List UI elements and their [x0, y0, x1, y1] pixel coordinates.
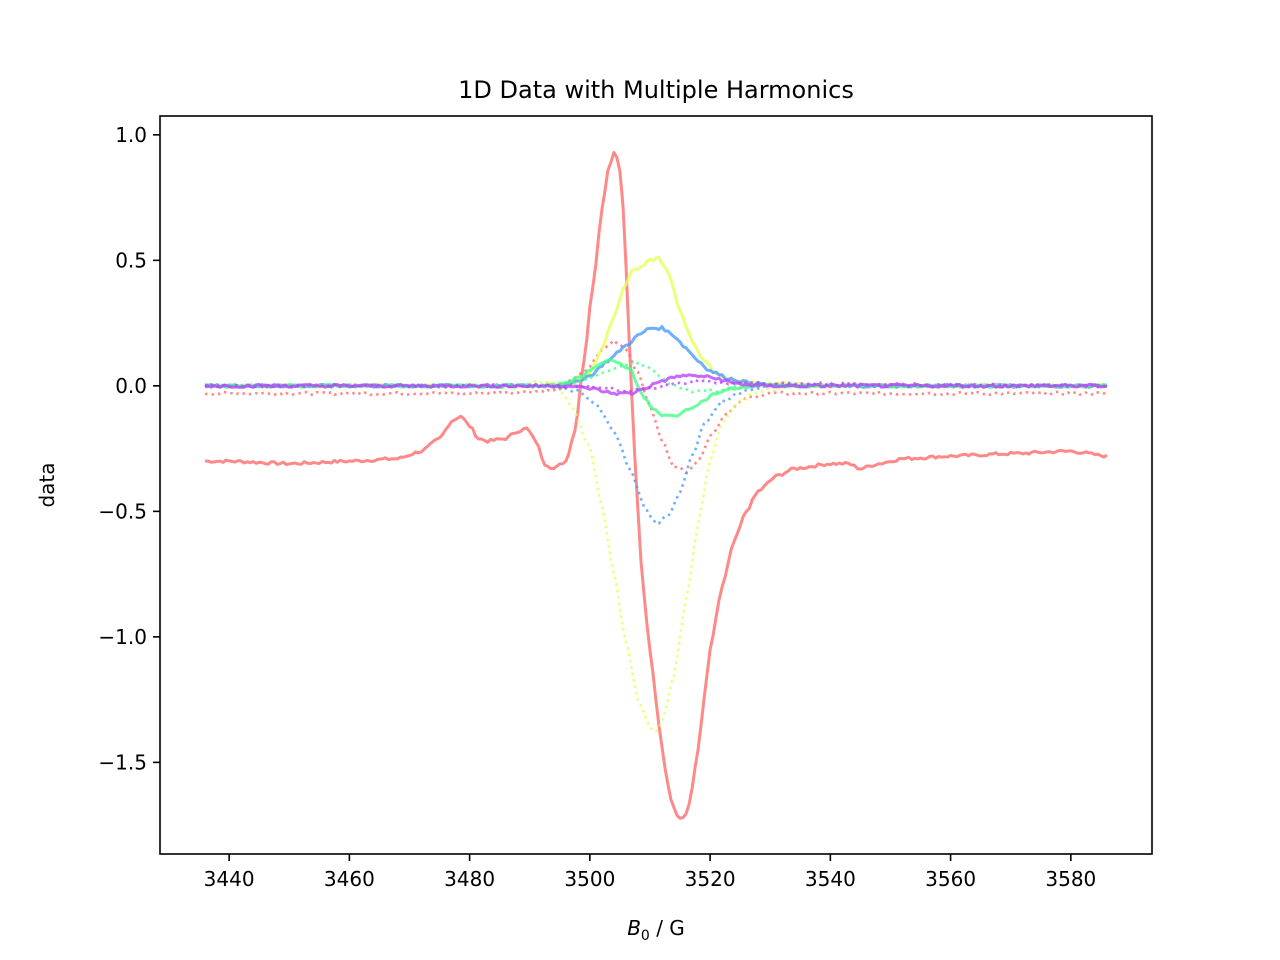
- x-tick-label: 3500: [564, 867, 615, 891]
- y-axis: 1.0 0.5 0.0 −0.5 −1.0 −1.5: [98, 123, 160, 774]
- x-tick-label: 3580: [1045, 867, 1096, 891]
- x-tick-label: 3540: [805, 867, 856, 891]
- y-tick-label: 0.5: [115, 248, 147, 272]
- chart-title: 1D Data with Multiple Harmonics: [458, 76, 854, 104]
- series-layer: [204, 150, 1108, 820]
- x-tick-label: 3440: [204, 867, 255, 891]
- series-line-2: [204, 255, 1108, 389]
- series-line-3: [204, 378, 1108, 733]
- x-axis: 3440 3460 3480 3500 3520 3540 3560 3580: [204, 854, 1096, 891]
- series-line-9: [204, 378, 1108, 393]
- x-axis-label: B0 / G: [627, 916, 685, 944]
- series-line-0: [204, 150, 1108, 820]
- y-tick-label: −0.5: [98, 499, 147, 523]
- x-axis-label-rest: / G: [650, 916, 685, 940]
- y-tick-label: 1.0: [115, 123, 147, 147]
- y-tick-label: −1.0: [98, 625, 147, 649]
- y-tick-label: 0.0: [115, 374, 147, 398]
- x-axis-label-sub: 0: [641, 928, 650, 944]
- series-line-4: [204, 325, 1108, 389]
- x-tick-label: 3520: [685, 867, 736, 891]
- x-tick-label: 3560: [925, 867, 976, 891]
- x-tick-label: 3460: [324, 867, 375, 891]
- plot-frame: [159, 115, 1153, 855]
- series-line-8: [204, 373, 1108, 397]
- y-tick-label: −1.5: [98, 750, 147, 774]
- y-axis-label: data: [35, 462, 59, 507]
- x-tick-label: 3480: [444, 867, 495, 891]
- x-axis-label-main: B: [627, 916, 641, 940]
